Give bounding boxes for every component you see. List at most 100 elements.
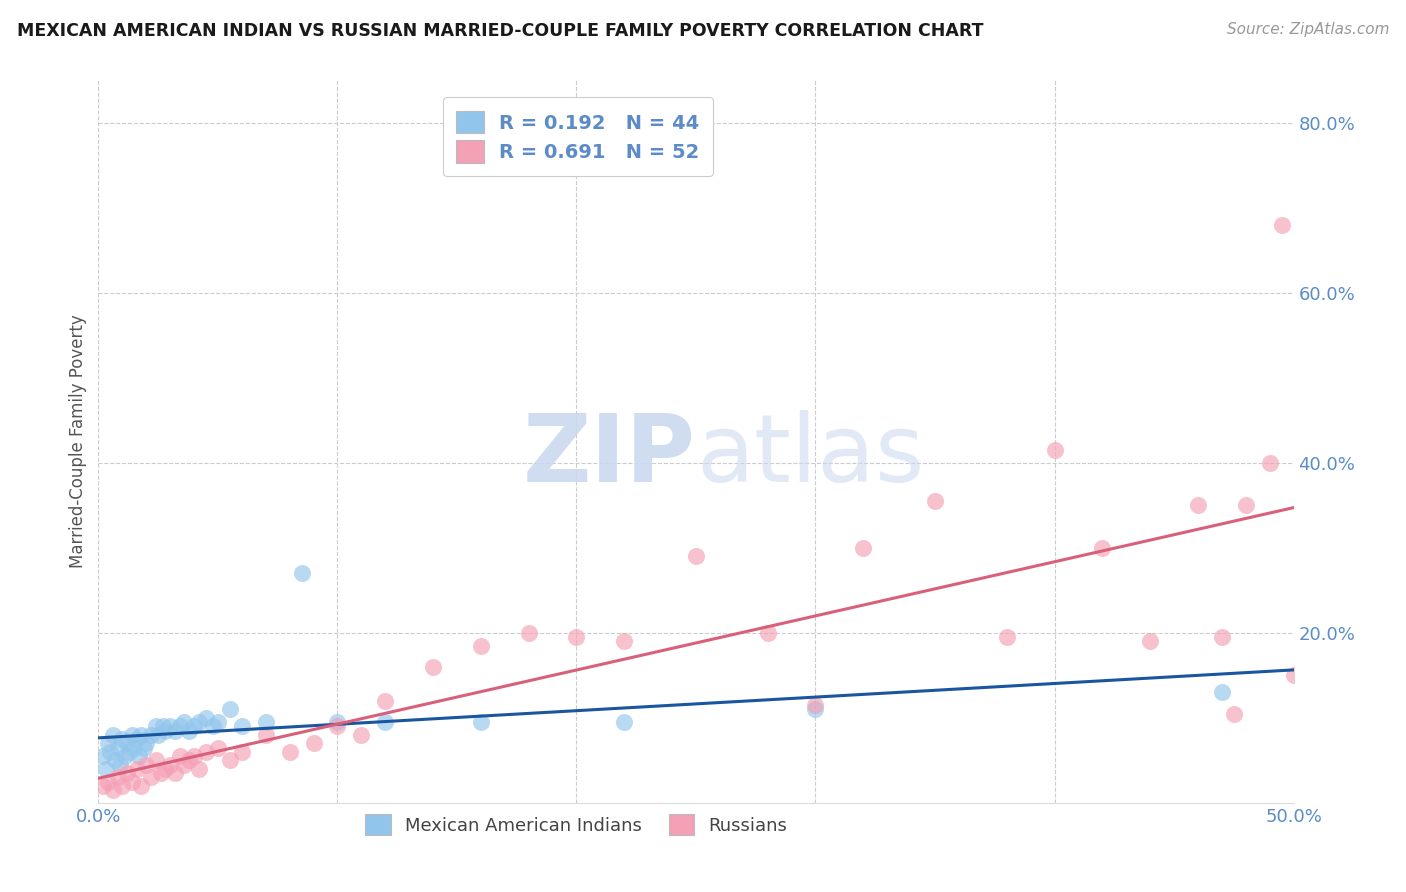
Point <box>163 723 186 738</box>
Point <box>108 757 131 772</box>
Point <box>326 719 349 733</box>
Point <box>152 719 174 733</box>
Point <box>1211 630 1233 644</box>
Point <box>326 714 349 729</box>
Point <box>195 745 218 759</box>
Point <box>135 736 157 750</box>
Point <box>139 770 162 784</box>
Point <box>111 732 134 747</box>
Point <box>121 774 143 789</box>
Point <box>1271 218 1294 232</box>
Point <box>179 753 201 767</box>
Point <box>121 728 143 742</box>
Point <box>163 766 186 780</box>
Point <box>231 745 253 759</box>
Point <box>374 714 396 729</box>
Point <box>148 728 170 742</box>
Point <box>125 762 148 776</box>
Point <box>517 625 540 640</box>
Point <box>291 566 314 581</box>
Point <box>613 634 636 648</box>
Point <box>254 714 277 729</box>
Point <box>422 660 444 674</box>
Point <box>995 630 1018 644</box>
Point <box>145 753 167 767</box>
Point <box>1258 456 1281 470</box>
Point <box>114 749 136 764</box>
Point <box>159 719 181 733</box>
Text: MEXICAN AMERICAN INDIAN VS RUSSIAN MARRIED-COUPLE FAMILY POVERTY CORRELATION CHA: MEXICAN AMERICAN INDIAN VS RUSSIAN MARRI… <box>17 22 983 40</box>
Point <box>101 783 124 797</box>
Text: ZIP: ZIP <box>523 410 696 502</box>
Point <box>94 762 117 776</box>
Point <box>97 774 120 789</box>
Point <box>685 549 707 564</box>
Point <box>169 719 191 733</box>
Point <box>924 494 946 508</box>
Point <box>128 749 150 764</box>
Point <box>179 723 201 738</box>
Point <box>91 749 114 764</box>
Text: atlas: atlas <box>696 410 924 502</box>
Point <box>111 779 134 793</box>
Legend: Mexican American Indians, Russians: Mexican American Indians, Russians <box>356 805 797 845</box>
Point <box>1223 706 1246 721</box>
Point <box>470 639 492 653</box>
Point <box>302 736 325 750</box>
Point <box>207 740 229 755</box>
Point <box>118 745 141 759</box>
Point <box>231 719 253 733</box>
Point <box>124 740 146 755</box>
Point <box>145 719 167 733</box>
Point <box>131 779 153 793</box>
Point <box>91 779 114 793</box>
Point <box>470 714 492 729</box>
Point <box>804 698 827 712</box>
Point <box>1211 685 1233 699</box>
Point <box>149 766 172 780</box>
Point <box>101 728 124 742</box>
Point <box>98 745 122 759</box>
Y-axis label: Married-Couple Family Poverty: Married-Couple Family Poverty <box>69 315 87 568</box>
Point <box>104 753 127 767</box>
Point <box>374 694 396 708</box>
Point <box>132 740 155 755</box>
Point <box>756 625 779 640</box>
Point <box>219 753 242 767</box>
Point <box>173 757 195 772</box>
Point <box>1187 498 1209 512</box>
Point <box>107 770 129 784</box>
Point <box>254 728 277 742</box>
Point <box>183 719 205 733</box>
Point <box>195 711 218 725</box>
Point <box>613 714 636 729</box>
Point <box>565 630 588 644</box>
Point <box>155 762 177 776</box>
Point <box>219 702 242 716</box>
Point <box>1091 541 1114 555</box>
Point <box>187 762 209 776</box>
Point <box>804 702 827 716</box>
Point <box>97 736 120 750</box>
Point <box>169 749 191 764</box>
Point <box>159 757 181 772</box>
Point <box>207 714 229 729</box>
Point <box>139 728 162 742</box>
Point <box>125 732 148 747</box>
Point <box>1234 498 1257 512</box>
Point <box>107 740 129 755</box>
Point <box>131 728 153 742</box>
Point <box>852 541 875 555</box>
Point <box>155 723 177 738</box>
Point <box>115 736 138 750</box>
Point <box>173 714 195 729</box>
Point <box>278 745 301 759</box>
Point <box>202 719 225 733</box>
Point <box>115 766 138 780</box>
Point <box>187 714 209 729</box>
Text: Source: ZipAtlas.com: Source: ZipAtlas.com <box>1226 22 1389 37</box>
Point <box>350 728 373 742</box>
Point <box>1043 443 1066 458</box>
Point <box>1282 668 1305 682</box>
Point <box>135 757 157 772</box>
